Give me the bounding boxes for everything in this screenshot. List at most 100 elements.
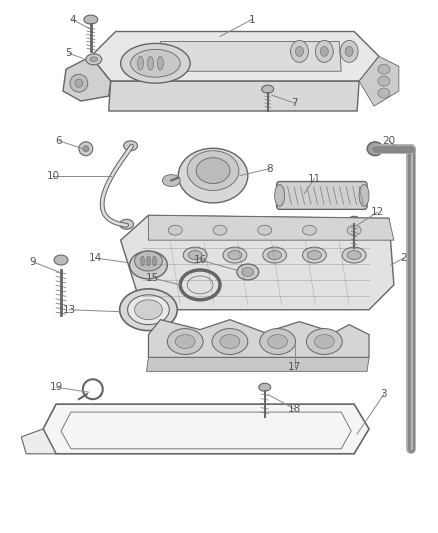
Ellipse shape bbox=[213, 225, 227, 235]
Ellipse shape bbox=[141, 256, 145, 266]
Text: 3: 3 bbox=[381, 389, 387, 399]
Ellipse shape bbox=[167, 329, 203, 354]
Polygon shape bbox=[120, 215, 394, 310]
Ellipse shape bbox=[134, 300, 162, 320]
Text: 15: 15 bbox=[146, 273, 159, 283]
Ellipse shape bbox=[342, 247, 366, 263]
Ellipse shape bbox=[268, 251, 282, 260]
Polygon shape bbox=[21, 429, 56, 454]
Text: 16: 16 bbox=[194, 255, 207, 265]
Ellipse shape bbox=[263, 247, 286, 263]
Ellipse shape bbox=[268, 335, 288, 349]
Ellipse shape bbox=[79, 142, 93, 156]
Ellipse shape bbox=[359, 184, 369, 206]
Ellipse shape bbox=[345, 46, 353, 56]
Polygon shape bbox=[148, 320, 369, 358]
Text: 13: 13 bbox=[62, 305, 76, 314]
Polygon shape bbox=[148, 215, 394, 240]
Text: 14: 14 bbox=[89, 253, 102, 263]
Polygon shape bbox=[159, 42, 341, 71]
Ellipse shape bbox=[178, 148, 248, 203]
Ellipse shape bbox=[127, 295, 170, 325]
Ellipse shape bbox=[378, 88, 390, 98]
Ellipse shape bbox=[157, 56, 163, 70]
Text: 6: 6 bbox=[56, 136, 62, 146]
Text: 17: 17 bbox=[288, 362, 301, 373]
Polygon shape bbox=[63, 56, 111, 101]
Text: 18: 18 bbox=[288, 404, 301, 414]
Ellipse shape bbox=[242, 268, 254, 277]
Ellipse shape bbox=[90, 57, 98, 62]
Ellipse shape bbox=[314, 335, 334, 349]
Text: 5: 5 bbox=[66, 49, 72, 58]
Text: 4: 4 bbox=[70, 14, 76, 25]
Ellipse shape bbox=[175, 335, 195, 349]
Ellipse shape bbox=[120, 43, 190, 83]
Ellipse shape bbox=[303, 247, 326, 263]
Ellipse shape bbox=[131, 50, 180, 77]
Ellipse shape bbox=[212, 329, 248, 354]
Ellipse shape bbox=[120, 289, 177, 330]
Ellipse shape bbox=[146, 256, 150, 266]
Polygon shape bbox=[146, 358, 369, 372]
Text: 11: 11 bbox=[308, 174, 321, 183]
Text: 20: 20 bbox=[382, 136, 396, 146]
Ellipse shape bbox=[130, 251, 167, 279]
Ellipse shape bbox=[83, 146, 89, 152]
Text: 7: 7 bbox=[291, 98, 298, 108]
Ellipse shape bbox=[296, 46, 304, 56]
Ellipse shape bbox=[120, 219, 134, 229]
Ellipse shape bbox=[84, 15, 98, 24]
Text: 10: 10 bbox=[46, 171, 60, 181]
Text: 2: 2 bbox=[400, 253, 407, 263]
Polygon shape bbox=[109, 81, 359, 111]
Ellipse shape bbox=[54, 255, 68, 265]
Ellipse shape bbox=[223, 247, 247, 263]
Ellipse shape bbox=[124, 141, 138, 151]
Text: 8: 8 bbox=[266, 164, 273, 174]
Ellipse shape bbox=[378, 64, 390, 74]
Ellipse shape bbox=[152, 256, 156, 266]
Polygon shape bbox=[359, 56, 399, 106]
Ellipse shape bbox=[148, 56, 153, 70]
Ellipse shape bbox=[237, 264, 259, 280]
FancyBboxPatch shape bbox=[277, 182, 367, 209]
Ellipse shape bbox=[86, 54, 102, 65]
Ellipse shape bbox=[196, 158, 230, 183]
Ellipse shape bbox=[262, 85, 274, 93]
Ellipse shape bbox=[220, 335, 240, 349]
Ellipse shape bbox=[347, 225, 361, 235]
Ellipse shape bbox=[187, 151, 239, 190]
Ellipse shape bbox=[320, 46, 328, 56]
Ellipse shape bbox=[290, 41, 308, 62]
Ellipse shape bbox=[183, 247, 207, 263]
Text: 12: 12 bbox=[371, 207, 384, 217]
Ellipse shape bbox=[258, 225, 272, 235]
Ellipse shape bbox=[188, 251, 202, 260]
Ellipse shape bbox=[187, 276, 213, 294]
Text: 19: 19 bbox=[49, 382, 63, 392]
Polygon shape bbox=[91, 31, 379, 81]
Ellipse shape bbox=[259, 383, 271, 391]
Ellipse shape bbox=[303, 225, 316, 235]
Text: 9: 9 bbox=[30, 257, 36, 267]
Ellipse shape bbox=[162, 175, 180, 187]
Ellipse shape bbox=[348, 216, 360, 224]
Ellipse shape bbox=[340, 41, 358, 62]
Ellipse shape bbox=[228, 251, 242, 260]
Ellipse shape bbox=[307, 251, 321, 260]
Ellipse shape bbox=[367, 142, 383, 156]
Ellipse shape bbox=[371, 146, 379, 152]
Ellipse shape bbox=[75, 79, 83, 87]
Ellipse shape bbox=[378, 76, 390, 86]
Ellipse shape bbox=[307, 329, 342, 354]
Ellipse shape bbox=[315, 41, 333, 62]
Ellipse shape bbox=[168, 225, 182, 235]
Polygon shape bbox=[43, 404, 369, 454]
Text: 1: 1 bbox=[248, 14, 255, 25]
Ellipse shape bbox=[260, 329, 296, 354]
Ellipse shape bbox=[134, 251, 162, 271]
Ellipse shape bbox=[275, 184, 285, 206]
Ellipse shape bbox=[70, 74, 88, 92]
Ellipse shape bbox=[347, 251, 361, 260]
